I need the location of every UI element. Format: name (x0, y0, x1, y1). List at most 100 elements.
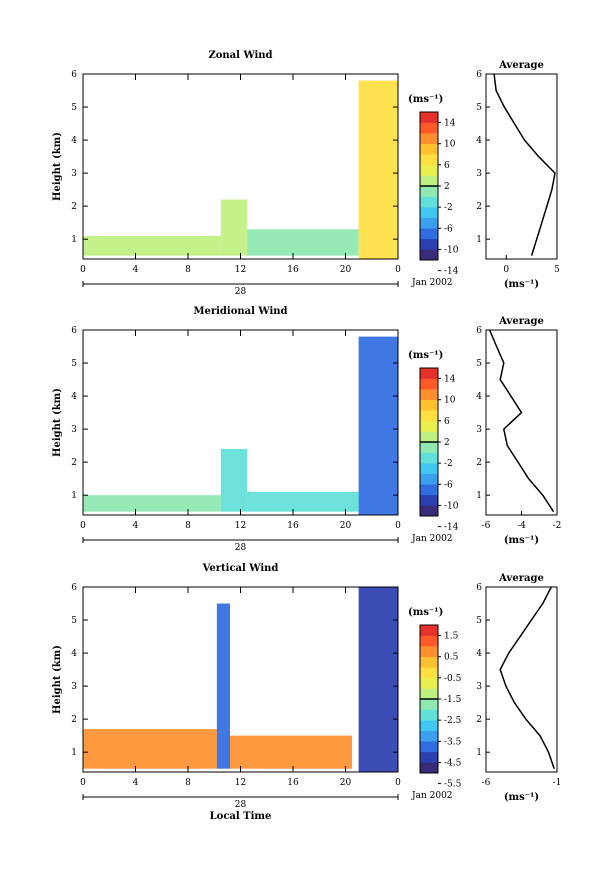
colorbar-swatch (420, 667, 438, 679)
x-tick-label: 16 (287, 778, 299, 788)
colorbar-swatch (420, 646, 438, 658)
x-tick-label: 20 (340, 521, 352, 531)
colorbar-swatch (420, 452, 438, 464)
y-tick-label: 5 (71, 359, 77, 369)
colorbar-tick-label: 6 (444, 417, 450, 427)
average-title: Average (498, 60, 544, 71)
average-y-tick-label: 2 (476, 458, 482, 468)
colorbar-swatch (420, 228, 438, 240)
average-y-tick-label: 6 (476, 70, 482, 80)
colorbar-swatch (420, 133, 438, 145)
data-cell (358, 587, 398, 772)
x-tick-label: 4 (133, 778, 139, 788)
colorbar-swatch (420, 368, 438, 379)
colorbar-tick-label: -1.5 (444, 695, 462, 705)
y-axis-label: Height (km) (52, 645, 63, 714)
y-tick-label: 2 (71, 202, 77, 212)
panel-title: Meridional Wind (193, 306, 287, 317)
average-y-tick-label: 5 (476, 616, 482, 626)
data-cell (83, 235, 221, 256)
colorbar-swatch (420, 741, 438, 753)
panel-title: Vertical Wind (202, 563, 279, 574)
average-title: Average (498, 316, 544, 327)
colorbar-swatch (420, 217, 438, 229)
colorbar-swatch (420, 442, 438, 453)
average-y-tick-label: 4 (476, 136, 482, 146)
average-y-tick-label: 5 (476, 103, 482, 113)
average-x-tick-label: -6 (482, 778, 491, 788)
colorbar-tick-label: 6 (444, 161, 450, 171)
colorbar-swatch (420, 186, 438, 197)
colorbar-swatch (420, 751, 438, 763)
y-tick-label: 5 (71, 616, 77, 626)
date-label: Jan 2002 (411, 534, 453, 544)
colorbar-swatch (420, 154, 438, 166)
x-tick-label: 20 (340, 778, 352, 788)
colorbar-unit: (ms⁻¹) (408, 350, 443, 361)
colorbar-swatch (420, 709, 438, 721)
x-tick-label: 0 (80, 778, 86, 788)
average-y-tick-label: 4 (476, 392, 482, 402)
y-tick-label: 2 (71, 458, 77, 468)
average-y-tick-label: 1 (476, 748, 482, 758)
colorbar-tick-label: 14 (444, 119, 456, 129)
day-label: 28 (235, 543, 247, 553)
date-label: Jan 2002 (411, 278, 453, 288)
colorbar-tick-label: -5.5 (444, 780, 462, 790)
y-tick-label: 6 (71, 326, 77, 336)
x-tick-label: 12 (235, 778, 246, 788)
panel-title: Zonal Wind (208, 50, 272, 61)
x-tick-label: 12 (235, 521, 246, 531)
data-cell (230, 735, 353, 769)
x-tick-label: 0 (80, 265, 86, 275)
colorbar-tick-label: -6 (444, 224, 453, 234)
colorbar-swatch (420, 143, 438, 155)
colorbar-swatch (420, 463, 438, 475)
average-x-label: (ms⁻¹) (504, 279, 539, 290)
colorbar-swatch (420, 112, 438, 123)
data-cell (216, 603, 230, 769)
average-x-tick-label: -1 (553, 778, 562, 788)
colorbar-swatch (420, 720, 438, 732)
colorbar-tick-label: 10 (444, 396, 456, 406)
average-y-tick-label: 2 (476, 715, 482, 725)
average-y-tick-label: 3 (476, 425, 482, 435)
colorbar-swatch (420, 625, 438, 636)
colorbar-swatch (420, 677, 438, 689)
x-tick-label: 4 (133, 521, 139, 531)
data-cell (247, 491, 359, 512)
y-tick-label: 2 (71, 715, 77, 725)
colorbar-swatch (420, 122, 438, 134)
day-label: 28 (235, 287, 247, 297)
data-cell (358, 80, 398, 259)
colorbar-tick-label: 1.5 (444, 632, 459, 642)
colorbar-tick-label: -0.5 (444, 674, 462, 684)
average-frame (485, 73, 558, 260)
average-x-tick-label: -4 (517, 521, 526, 531)
average-y-tick-label: 2 (476, 202, 482, 212)
day-label: 28 (235, 800, 247, 810)
colorbar-swatch (420, 730, 438, 742)
colorbar-swatch (420, 635, 438, 647)
x-tick-label: 20 (340, 265, 352, 275)
y-tick-label: 3 (71, 682, 77, 692)
average-y-tick-label: 5 (476, 359, 482, 369)
y-axis-label: Height (km) (52, 388, 63, 457)
colorbar-tick-label: -14 (444, 267, 459, 277)
average-profile-line (499, 586, 555, 769)
x-tick-label: 8 (185, 778, 191, 788)
colorbar-swatch (420, 431, 438, 443)
colorbar-swatch (420, 494, 438, 506)
average-x-tick-label: -6 (482, 521, 491, 531)
y-tick-label: 1 (71, 235, 77, 245)
colorbar-swatch (420, 688, 438, 700)
colorbar-tick-label: -2 (444, 203, 453, 213)
colorbar-swatch (420, 420, 438, 432)
data-cell (247, 229, 359, 256)
x-tick-label: 0 (395, 265, 401, 275)
colorbar-unit: (ms⁻¹) (408, 94, 443, 105)
colorbar-swatch (420, 175, 438, 187)
colorbar-swatch (420, 378, 438, 390)
colorbar-swatch (420, 238, 438, 250)
